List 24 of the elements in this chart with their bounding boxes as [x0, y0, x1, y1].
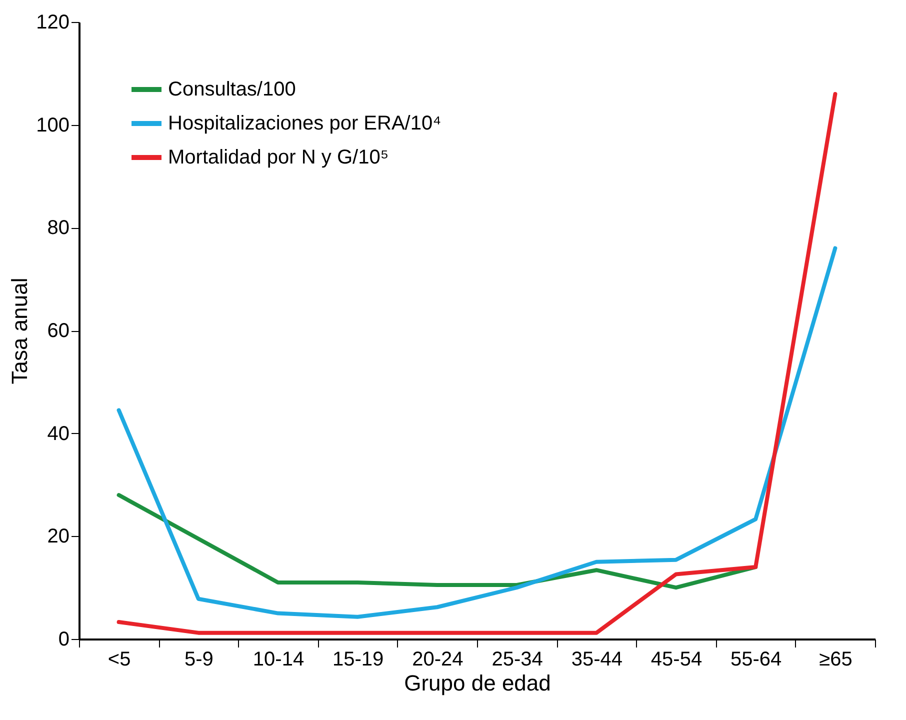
y-tick-label: 40 — [47, 422, 70, 445]
x-tick-label: <5 — [108, 648, 131, 670]
x-tick-label: 20-24 — [412, 648, 464, 670]
x-tick-label: 15-19 — [332, 648, 384, 670]
x-axis-title: Grupo de edad — [404, 670, 551, 696]
line-series — [116, 493, 758, 590]
line-series — [116, 246, 838, 619]
y-tick-label: 80 — [47, 217, 70, 240]
legend-label: Consultas/100 — [168, 78, 296, 100]
y-tick-label: 20 — [47, 526, 70, 548]
y-tick-label: 120 — [36, 12, 70, 34]
x-tick-label: 5-9 — [184, 648, 214, 670]
y-tick-label: 0 — [58, 628, 70, 650]
legend-label: Hospitalizaciones por ERA/10⁴ — [168, 112, 442, 134]
y-tick-label: 60 — [47, 320, 70, 342]
x-tick-label: 10-14 — [252, 648, 304, 670]
y-axis-title: Tasa anual — [7, 278, 32, 384]
x-tick-label: ≥65 — [819, 648, 852, 670]
x-tick-label: 25-34 — [492, 648, 543, 670]
y-tick-label: 100 — [36, 114, 70, 136]
x-tick-label: 45-54 — [650, 648, 702, 670]
x-tick-label: 55-64 — [730, 648, 782, 670]
x-tick-label: 35-44 — [571, 648, 622, 670]
legend-label: Mortalidad por N y G/10⁵ — [168, 146, 389, 168]
